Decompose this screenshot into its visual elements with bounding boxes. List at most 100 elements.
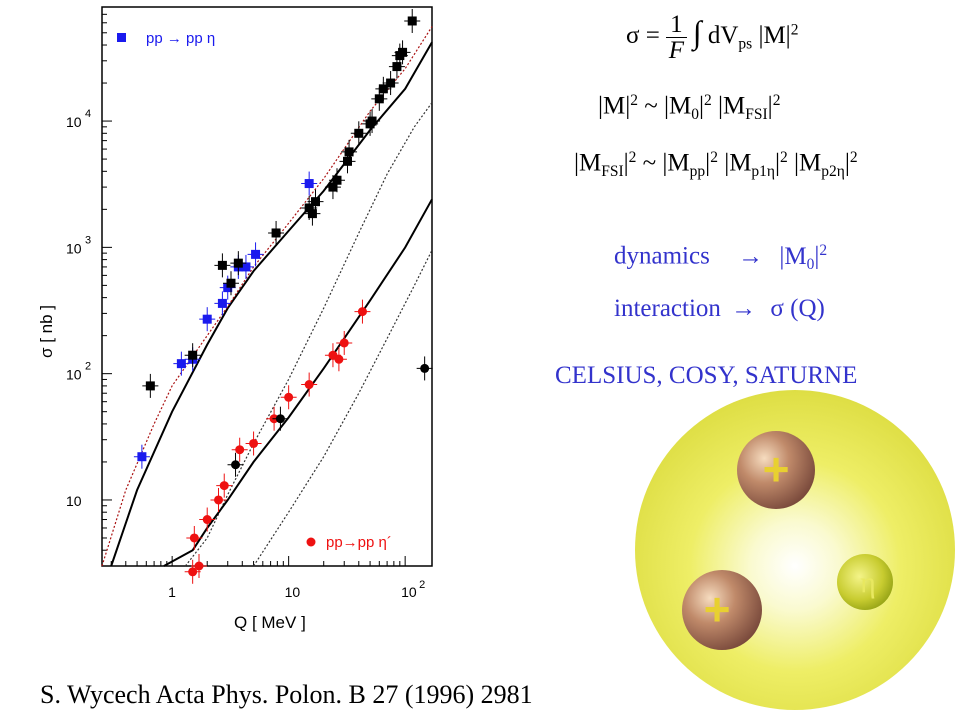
y-tick-label-sup: 4 bbox=[85, 108, 91, 120]
amp-a-sup: 2 bbox=[630, 92, 638, 109]
y-tick-label-sup: 3 bbox=[85, 234, 91, 246]
fsi-a-sub: FSI bbox=[601, 162, 624, 180]
data-point-square bbox=[332, 175, 342, 185]
data-point-circle bbox=[275, 414, 285, 424]
data-point-circle bbox=[284, 392, 294, 402]
data-point-circle bbox=[304, 380, 314, 390]
note-interaction: interaction → σ (Q) bbox=[614, 295, 825, 323]
data-point-square bbox=[378, 84, 388, 94]
fsi-a-sup: 2 bbox=[628, 149, 637, 166]
fsi-tilde: ~ |M bbox=[642, 149, 690, 177]
data-point-square bbox=[217, 260, 227, 270]
data-point-square bbox=[386, 78, 396, 88]
data-point-circle bbox=[249, 438, 259, 448]
amp-m0-sub: 0 bbox=[691, 105, 700, 123]
data-point-square bbox=[251, 249, 261, 259]
theory-curve-3 bbox=[184, 102, 433, 567]
interaction-label: interaction bbox=[614, 295, 721, 322]
dynamics-sup: 2 bbox=[819, 242, 828, 259]
x-tick-label: 1 bbox=[168, 584, 176, 600]
formula-dv: dV bbox=[707, 22, 739, 50]
legend-eta: pp → pp η bbox=[117, 30, 215, 47]
data-point-square bbox=[344, 147, 354, 157]
formula-sigma: σ = bbox=[626, 22, 660, 50]
data-point-circle bbox=[188, 567, 198, 577]
data-point-square bbox=[137, 452, 147, 462]
fraction-numerator: 1 bbox=[666, 12, 687, 38]
x-tick-label-sup: 2 bbox=[419, 579, 425, 591]
formula-cross-section: σ = 1 F ∫ dVps |M|2 bbox=[626, 12, 798, 63]
fsi-p1: |M bbox=[724, 149, 752, 177]
fsi-a: |M bbox=[574, 149, 602, 177]
legend-eta-marker bbox=[117, 33, 126, 42]
dynamics-arrow: → bbox=[738, 242, 764, 270]
fsi-p2-sup: 2 bbox=[849, 149, 858, 166]
data-point-square bbox=[342, 156, 352, 166]
data-point-circle bbox=[194, 561, 204, 571]
legend-eta-prime-label: pp→pp η´ bbox=[326, 534, 392, 551]
data-point-square bbox=[398, 47, 408, 57]
data-point-square bbox=[328, 182, 338, 192]
data-point-square bbox=[354, 128, 364, 138]
data-point-square bbox=[271, 228, 281, 238]
data-point-circle bbox=[219, 481, 229, 491]
data-point-square bbox=[217, 298, 227, 308]
data-point-circle bbox=[235, 445, 245, 455]
data-point-circle bbox=[339, 338, 349, 348]
data-point-square bbox=[374, 94, 384, 104]
dynamics-sub: 0 bbox=[806, 255, 815, 273]
data-point-square bbox=[202, 314, 212, 324]
theory-curve-1 bbox=[110, 41, 433, 567]
data-point-square bbox=[304, 179, 314, 189]
y-tick-label: 10 bbox=[66, 240, 82, 256]
theory-curve-4 bbox=[163, 198, 433, 567]
reference-citation: S. Wycech Acta Phys. Polon. B 27 (1996) … bbox=[40, 680, 533, 709]
theory-curve-2 bbox=[101, 26, 433, 567]
note-dynamics: dynamics → |M0|2 bbox=[614, 242, 828, 273]
fsi-pp-sub: pp bbox=[689, 162, 706, 180]
plot-frame bbox=[101, 6, 433, 567]
data-point-square bbox=[226, 278, 236, 288]
legend-eta-prime-marker bbox=[306, 537, 316, 547]
formula-m: |M| bbox=[758, 22, 791, 50]
data-point-circle bbox=[357, 307, 367, 317]
interaction-value: σ (Q) bbox=[770, 295, 825, 322]
legend-eta-label: pp → pp η bbox=[146, 30, 215, 47]
y-axis-label: σ [ nb ] bbox=[37, 305, 56, 358]
theory-curves bbox=[101, 26, 433, 567]
x-axis-label: Q [ MeV ] bbox=[234, 613, 306, 632]
data-point-circle bbox=[334, 354, 344, 364]
fsi-p2: |M bbox=[794, 149, 822, 177]
formula-fraction: 1 F bbox=[666, 12, 687, 63]
data-point-square bbox=[407, 16, 417, 26]
data-point-square bbox=[233, 258, 243, 268]
experiments-list: CELSIUS, COSY, SATURNE bbox=[555, 362, 858, 389]
amp-a: |M| bbox=[598, 92, 631, 120]
legend-eta-prime: pp→pp η´ bbox=[306, 534, 392, 551]
data-point-square bbox=[188, 350, 198, 360]
proton-1 bbox=[737, 431, 815, 509]
data-point-square bbox=[176, 359, 186, 369]
theory-curve-5 bbox=[253, 249, 433, 567]
data-point-square bbox=[307, 209, 317, 219]
formula-fsi: |MFSI|2 ~ |Mpp|2 |Mp1η|2 |Mp2η|2 bbox=[574, 149, 858, 180]
data-point-square bbox=[304, 203, 314, 213]
fsi-p2-sub: p2η bbox=[821, 162, 845, 180]
data-point-square bbox=[241, 262, 251, 272]
data-point-square bbox=[310, 197, 320, 207]
proton-1-charge: + bbox=[763, 443, 790, 495]
fsi-pp-sup: 2 bbox=[710, 149, 718, 166]
amp-c-sup: 2 bbox=[772, 92, 781, 109]
data-point-square bbox=[145, 381, 155, 391]
fsi-p1-sup: 2 bbox=[780, 149, 788, 166]
proton-2-charge: + bbox=[704, 583, 731, 635]
dynamics-label: dynamics bbox=[614, 242, 710, 270]
eta-symbol: η bbox=[860, 566, 876, 599]
data-point-circle bbox=[420, 363, 430, 373]
integral-sign: ∫ bbox=[692, 14, 702, 51]
x-tick-label: 10 bbox=[401, 584, 417, 600]
amp-c-sub: FSI bbox=[745, 105, 768, 123]
y-tick-label: 10 bbox=[66, 114, 82, 130]
